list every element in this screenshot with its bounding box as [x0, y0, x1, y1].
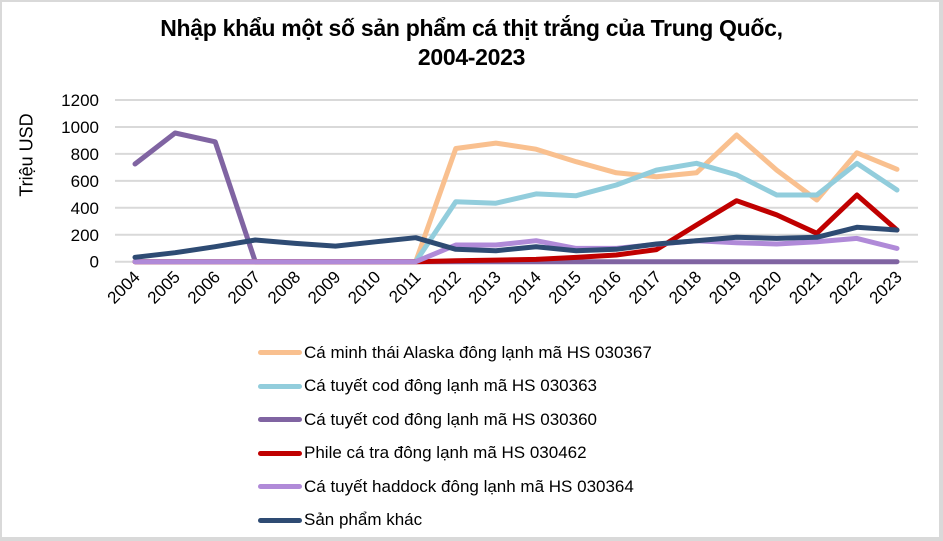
x-tick-label: 2016: [585, 267, 625, 307]
x-tick-label: 2023: [866, 267, 906, 307]
legend-swatch: [258, 383, 302, 389]
x-tick-label: 2004: [104, 267, 144, 307]
x-tick-label: 2019: [705, 267, 745, 307]
y-tick-label: 800: [71, 145, 99, 164]
y-tick-label: 1000: [61, 118, 99, 137]
y-tick-label: 200: [71, 226, 99, 245]
legend-swatch: [258, 450, 302, 456]
x-tick-label: 2014: [505, 267, 545, 307]
x-tick-label: 2022: [826, 267, 866, 307]
x-tick-label: 2020: [745, 267, 785, 307]
x-tick-label: 2021: [785, 267, 825, 307]
y-tick-label: 1200: [61, 91, 99, 110]
chart-title-line-2: 2004-2023: [417, 44, 526, 70]
legend-item: Cá tuyết cod đông lạnh mã HS 030360: [258, 403, 652, 437]
legend-item: Cá minh thái Alaska đông lạnh mã HS 0303…: [258, 336, 652, 370]
legend-swatch: [258, 484, 302, 490]
legend-swatch: [258, 517, 302, 523]
y-tick-label: 600: [71, 172, 99, 191]
x-tick-label: 2005: [144, 267, 184, 307]
x-tick-label: 2011: [385, 267, 424, 306]
chart-title-line-1: Nhập khẩu một số sản phẩm cá thịt trắng …: [160, 15, 783, 41]
legend-item: Cá tuyết cod đông lạnh mã HS 030363: [258, 370, 652, 404]
y-tick-label: 400: [71, 199, 99, 218]
x-tick-label: 2007: [224, 267, 264, 307]
series-line-4: [132, 235, 900, 265]
legend-item: Phile cá tra đông lạnh mã HS 030462: [258, 437, 652, 471]
series-line-3: [132, 192, 900, 265]
series-line-5: [132, 224, 900, 260]
legend-label: Cá tuyết cod đông lạnh mã HS 030363: [304, 376, 597, 396]
x-tick-label: 2008: [264, 267, 304, 307]
legend-swatch: [258, 417, 302, 423]
legend-label: Cá minh thái Alaska đông lạnh mã HS 0303…: [304, 342, 652, 362]
legend-label: Cá tuyết cod đông lạnh mã HS 030360: [304, 409, 597, 429]
chart-legend: Cá minh thái Alaska đông lạnh mã HS 0303…: [258, 336, 652, 537]
x-tick-label: 2017: [625, 267, 665, 307]
legend-item: Sản phẩm khác: [258, 504, 652, 538]
x-tick-label: 2013: [465, 267, 505, 307]
x-tick-label: 2018: [665, 267, 705, 307]
x-tick-label: 2015: [545, 267, 585, 307]
chart-title: Nhập khẩu một số sản phẩm cá thịt trắng …: [0, 14, 943, 72]
x-tick-label: 2010: [344, 267, 384, 307]
x-tick-label: 2012: [424, 267, 464, 307]
x-tick-label: 2006: [184, 267, 224, 307]
x-tick-label: 2009: [304, 267, 344, 307]
legend-label: Sản phẩm khác: [304, 510, 423, 530]
legend-swatch: [258, 350, 302, 356]
legend-label: Phile cá tra đông lạnh mã HS 030462: [304, 443, 587, 463]
legend-label: Cá tuyết haddock đông lạnh mã HS 030364: [304, 476, 634, 496]
legend-item: Cá tuyết haddock đông lạnh mã HS 030364: [258, 470, 652, 504]
y-tick-label: 0: [90, 253, 99, 272]
